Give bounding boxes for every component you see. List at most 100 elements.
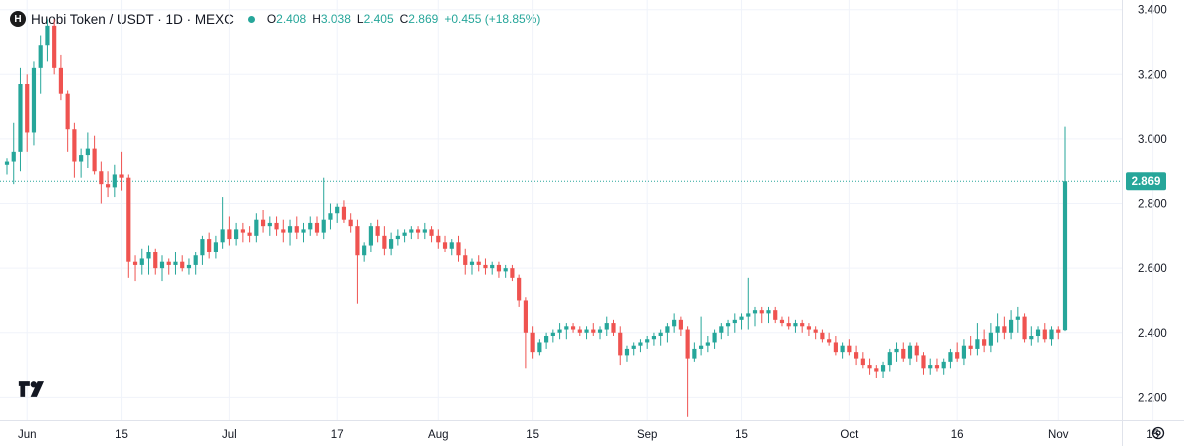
candle-body: [227, 229, 232, 240]
candle: [456, 235, 461, 262]
candle-body: [658, 332, 663, 336]
candle: [860, 352, 865, 369]
symbol-title[interactable]: Huobi Token / USDT · 1D · MEXC: [31, 11, 234, 27]
candle: [463, 248, 468, 275]
candle: [833, 336, 838, 356]
candle-body: [389, 239, 394, 249]
candle: [645, 336, 650, 349]
candle-body: [65, 93, 70, 130]
candle-body: [220, 229, 225, 243]
candle-body: [328, 213, 333, 220]
candle: [591, 323, 596, 336]
x-tick-label: Sep: [637, 429, 657, 441]
candle: [92, 135, 97, 175]
candle: [341, 200, 347, 223]
candle-body: [570, 326, 576, 330]
candle-body: [752, 310, 758, 314]
candle: [934, 358, 940, 372]
candle-body: [894, 348, 899, 353]
candle: [45, 19, 50, 62]
candle: [389, 232, 394, 256]
candle-body: [827, 339, 832, 343]
candle: [415, 226, 421, 240]
candle-body: [624, 348, 630, 356]
candle-body: [901, 348, 906, 359]
candle: [1022, 313, 1027, 343]
candle-body: [166, 261, 171, 265]
candle-body: [267, 222, 272, 227]
candle: [692, 342, 697, 362]
candle: [382, 226, 387, 256]
candle: [719, 323, 724, 340]
candle: [988, 323, 993, 353]
candle: [584, 326, 589, 340]
candle: [658, 329, 663, 346]
candle: [496, 261, 502, 278]
candle: [18, 67, 23, 172]
ohlc-close-value: 2.869: [408, 12, 439, 26]
candle-body: [362, 245, 367, 256]
x-tick-label: Jun: [18, 429, 37, 441]
candle: [510, 264, 515, 282]
candle: [274, 216, 279, 236]
candle-body: [746, 313, 751, 317]
candle-body: [651, 336, 657, 340]
candle: [914, 342, 919, 362]
candle-body: [564, 326, 569, 330]
candle: [685, 326, 690, 417]
candle: [631, 342, 636, 356]
candle-body: [341, 206, 347, 220]
gear-icon[interactable]: [1150, 425, 1166, 441]
candle: [537, 339, 542, 356]
candle-body: [11, 151, 16, 162]
candle: [840, 342, 845, 359]
candle-body: [1049, 329, 1054, 340]
candle-body: [638, 342, 643, 346]
candle: [638, 339, 643, 353]
candle-body: [928, 365, 933, 369]
candle-body: [880, 365, 886, 372]
candle: [254, 213, 259, 243]
candle: [1035, 326, 1041, 343]
candle: [99, 161, 104, 204]
candle: [79, 148, 84, 178]
candle: [234, 222, 239, 246]
candle-body: [200, 239, 205, 256]
candle: [11, 122, 16, 185]
candle-body: [18, 84, 23, 152]
candle: [25, 74, 30, 152]
candle-body: [779, 319, 785, 324]
candle-body: [631, 345, 636, 349]
candle-body: [348, 219, 353, 227]
candle: [1002, 316, 1007, 340]
candle: [328, 203, 333, 230]
last-price-badge: [1126, 172, 1166, 191]
candle: [746, 277, 751, 330]
candle: [146, 245, 151, 275]
candle: [806, 323, 812, 336]
tradingview-logo-icon[interactable]: [18, 378, 48, 400]
candle-body: [240, 229, 245, 233]
candle: [779, 316, 785, 327]
candle-body: [914, 345, 919, 356]
candle: [557, 323, 562, 340]
candle: [422, 222, 427, 240]
huobi-logo-icon: H: [10, 11, 26, 27]
candle-body: [597, 329, 603, 333]
candle-body: [988, 332, 993, 346]
candle: [800, 319, 805, 333]
candle: [240, 222, 245, 243]
candle: [220, 197, 225, 249]
candle: [712, 329, 717, 349]
candle-body: [139, 258, 144, 265]
candle-body: [442, 242, 448, 249]
candle: [968, 336, 973, 356]
candle-body: [968, 345, 973, 349]
candle-body: [173, 261, 178, 265]
candle: [207, 232, 212, 259]
candle-body: [382, 235, 387, 249]
candle-body: [1002, 326, 1007, 333]
candle: [975, 323, 980, 356]
candle-body: [591, 329, 596, 333]
